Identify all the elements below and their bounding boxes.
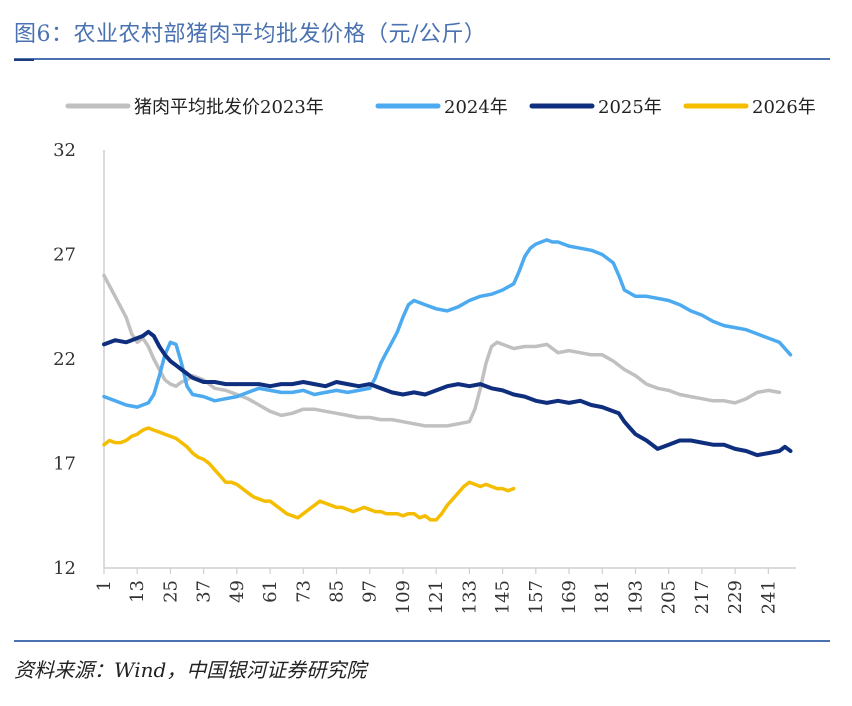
x-tick-label: 181 — [592, 580, 613, 614]
x-tick-label: 73 — [293, 580, 314, 603]
x-axis: 1 13 25 37 49 61 73 85 97 109 121 133 145 157 169 181 19… — [94, 567, 796, 614]
x-tick-label: 145 — [493, 580, 514, 614]
x-tick-label: 217 — [692, 580, 713, 614]
x-tick-label: 241 — [758, 580, 779, 614]
footer-rule — [14, 640, 830, 642]
x-tick-label: 229 — [725, 580, 746, 614]
y-tick-label: 12 — [53, 558, 76, 579]
legend: 猪肉平均批发价2023年 2024年 2025年 2026年 — [65, 97, 816, 118]
legend-label-0: 猪肉平均批发价2023年 — [134, 97, 324, 118]
x-tick-label: 37 — [194, 580, 215, 603]
y-tick-label: 22 — [53, 349, 76, 370]
x-tick-label: 121 — [426, 580, 447, 614]
x-tick-label: 97 — [360, 580, 381, 603]
series-line-3 — [102, 426, 516, 522]
y-tick-label: 17 — [53, 454, 76, 475]
x-tick-label: 1 — [94, 580, 115, 591]
x-tick-label: 61 — [260, 580, 281, 603]
x-tick-label: 133 — [459, 580, 480, 614]
figure-title: 图6：农业农村部猪肉平均批发价格（元/公斤） — [14, 22, 487, 47]
x-tick-label: 193 — [625, 580, 646, 614]
x-tick-label: 169 — [559, 580, 580, 614]
source-note: 资料来源：Wind，中国银河证券研究院 — [14, 658, 367, 682]
title-rule — [14, 58, 830, 60]
x-tick-label: 49 — [227, 580, 248, 603]
y-axis: 12 17 22 27 32 — [53, 140, 105, 579]
legend-label-1: 2024年 — [444, 97, 508, 118]
x-tick-label: 13 — [127, 580, 148, 603]
legend-label-2: 2025年 — [598, 97, 662, 118]
title-rule-accent — [14, 59, 34, 61]
x-tick-label: 25 — [160, 580, 181, 603]
series-line-2 — [102, 329, 793, 458]
series-line-0 — [102, 273, 782, 428]
x-tick-label: 157 — [526, 580, 547, 614]
series-lines — [102, 238, 793, 522]
series-line-1 — [102, 238, 793, 409]
legend-label-3: 2026年 — [752, 97, 816, 118]
x-tick-label: 205 — [659, 580, 680, 614]
x-tick-label: 85 — [327, 580, 348, 603]
y-tick-label: 27 — [53, 245, 76, 266]
y-tick-label: 32 — [53, 140, 76, 161]
x-tick-label: 109 — [393, 580, 414, 614]
